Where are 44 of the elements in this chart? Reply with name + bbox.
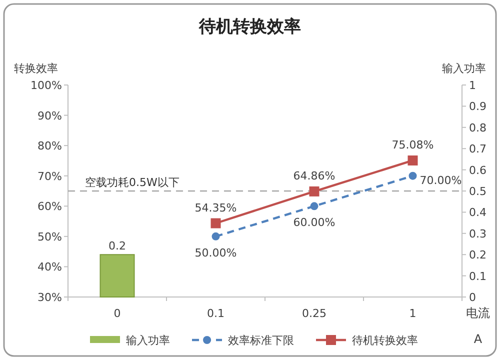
legend-label: 待机转换效率 (352, 334, 418, 347)
x-tick-label: 0 (114, 307, 121, 320)
y2-tick-label: 0.4 (469, 206, 486, 220)
point (212, 232, 220, 240)
ref-line-label: 空载功耗0.5W以下 (85, 176, 180, 189)
legend-label: 效率标准下限 (228, 334, 294, 347)
data-label: 54.35% (194, 201, 237, 214)
y-tick-label: 30% (38, 291, 62, 304)
x-axis-title: 电流 A (466, 306, 490, 346)
y2-tick-label: 0.8 (469, 121, 486, 134)
point (408, 172, 417, 180)
x-tick-label: 0.1 (207, 307, 224, 320)
data-label: 75.08% (392, 138, 434, 152)
y2-axis-title: 输入功率 (442, 62, 486, 75)
y-tick-label: 60% (38, 200, 62, 214)
y2-tick-label: 0 (469, 291, 476, 304)
legend-label: 输入功率 (126, 334, 170, 347)
y-tick-label: 40% (38, 260, 62, 274)
y-tick-label: 50% (38, 230, 62, 244)
y2-tick-label: 0.2 (469, 248, 486, 262)
x-tick-label: 1 (409, 307, 416, 320)
y2-tick-label: 0.6 (469, 164, 486, 177)
point (310, 202, 318, 210)
y2-tick-label: 1 (469, 79, 476, 92)
data-label: 60.00% (293, 216, 336, 230)
y-tick-label: 90% (38, 109, 62, 122)
chart-title: 待机转换效率 (198, 17, 301, 37)
y-tick-label: 100% (30, 79, 62, 92)
y-axis-title: 转换效率 (14, 62, 58, 75)
y-tick-label: 70% (38, 170, 62, 183)
point (309, 186, 320, 196)
data-label: 50.00% (194, 246, 237, 260)
point (408, 155, 418, 166)
y2-tick-label: 0.1 (469, 270, 486, 283)
y2-tick-label: 0.3 (469, 227, 486, 240)
y-tick-label: 80% (38, 140, 62, 153)
y2-tick-label: 0.9 (469, 100, 486, 114)
y2-tick-label: 0.7 (469, 142, 486, 156)
data-label: 0.2 (108, 240, 126, 253)
data-label: 64.86% (293, 169, 336, 182)
point (210, 218, 221, 228)
y2-tick-label: 0.5 (469, 185, 486, 198)
x-tick-label: 0.25 (302, 307, 326, 320)
data-label: 70.00% (420, 174, 462, 187)
